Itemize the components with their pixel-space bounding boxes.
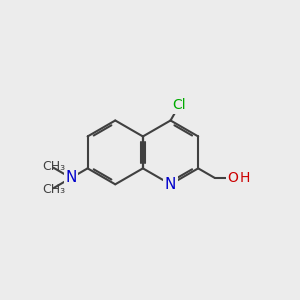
Text: Cl: Cl: [172, 98, 186, 112]
Text: H: H: [239, 171, 250, 185]
Text: N: N: [165, 177, 176, 192]
Text: N: N: [65, 170, 77, 185]
Text: CH₃: CH₃: [42, 183, 65, 196]
Text: O: O: [227, 171, 238, 185]
Text: CH₃: CH₃: [42, 160, 65, 172]
